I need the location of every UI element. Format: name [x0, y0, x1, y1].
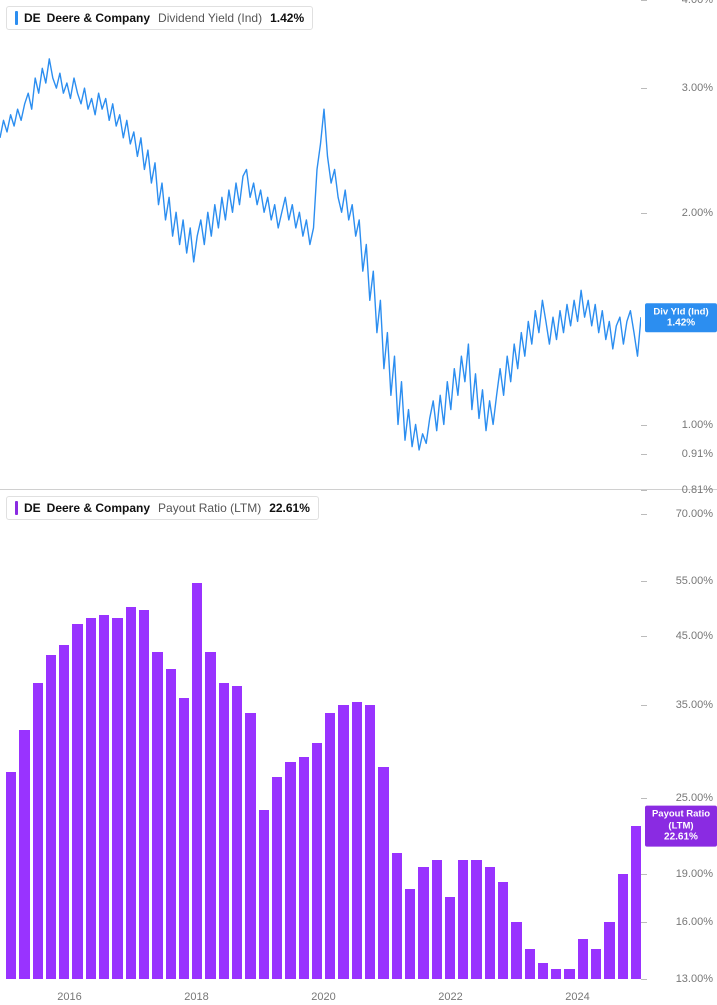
payout-ratio-bar [205, 652, 215, 979]
top-chart-legend: DE Deere & Company Dividend Yield (Ind) … [6, 6, 313, 30]
payout-ratio-bar [365, 705, 375, 979]
ticker-symbol: DE [24, 11, 41, 25]
top-plot-area[interactable] [0, 0, 641, 489]
company-name: Deere & Company [47, 501, 150, 515]
payout-ratio-bar [285, 762, 295, 979]
payout-ratio-chart[interactable]: DE Deere & Company Payout Ratio (LTM) 22… [0, 490, 717, 1005]
y-tick-label: 0.91% [682, 448, 713, 460]
payout-ratio-bar [72, 624, 82, 979]
payout-ratio-bar [604, 922, 614, 979]
company-name: Deere & Company [47, 11, 150, 25]
payout-ratio-bars [6, 514, 641, 979]
x-tick-label: 2024 [565, 991, 589, 1003]
payout-ratio-bar [458, 860, 468, 979]
payout-ratio-bar [618, 874, 628, 979]
payout-ratio-bar [591, 949, 601, 979]
payout-ratio-bar [259, 810, 269, 979]
payout-ratio-bar [325, 713, 335, 979]
dividend-yield-chart[interactable]: DE Deere & Company Dividend Yield (Ind) … [0, 0, 717, 490]
y-tick-label: 25.00% [676, 792, 713, 804]
y-tick-label: 4.00% [682, 0, 713, 6]
payout-ratio-bar [432, 860, 442, 979]
y-tick-label: 70.00% [676, 508, 713, 520]
payout-ratio-bar [59, 645, 69, 979]
payout-ratio-bar [392, 853, 402, 979]
payout-ratio-bar [152, 652, 162, 979]
payout-ratio-bar [352, 702, 362, 979]
current-value: 1.42% [270, 11, 304, 25]
dividend-yield-line [0, 0, 641, 489]
payout-ratio-bar [6, 772, 16, 979]
payout-ratio-bar [485, 867, 495, 979]
y-tick-label: 16.00% [676, 916, 713, 928]
payout-ratio-bar [46, 655, 56, 979]
payout-ratio-bar [33, 683, 43, 979]
x-tick-label: 2022 [438, 991, 462, 1003]
payout-ratio-bar [564, 969, 574, 979]
payout-ratio-bar [378, 767, 388, 979]
bottom-y-axis: 70.00% 55.00% 45.00% 35.00% 25.00% 19.00% 16.0… [641, 490, 717, 1005]
metric-label: Dividend Yield (Ind) [158, 11, 262, 25]
y-tick-label: 19.00% [676, 868, 713, 880]
bottom-chart-legend: DE Deere & Company Payout Ratio (LTM) 22… [6, 496, 319, 520]
payout-ratio-bar [19, 730, 29, 979]
payout-ratio-bar [272, 777, 282, 979]
payout-ratio-bar [166, 669, 176, 979]
y-tick-label: 3.00% [682, 82, 713, 94]
payout-ratio-bar [86, 618, 96, 979]
payout-ratio-bar [471, 860, 481, 979]
payout-ratio-bar [338, 705, 348, 979]
legend-color-tick [15, 11, 18, 25]
ticker-symbol: DE [24, 501, 41, 515]
current-value: 22.61% [269, 501, 310, 515]
payout-ratio-bar [139, 610, 149, 979]
payout-ratio-bar [538, 963, 548, 979]
payout-ratio-bar [299, 757, 309, 979]
payout-ratio-bar [99, 615, 109, 979]
current-value-badge: Payout Ratio (LTM)22.61% [645, 806, 717, 847]
y-tick-label: 55.00% [676, 575, 713, 587]
payout-ratio-bar [232, 686, 242, 979]
current-value-badge: Div Yld (Ind)1.42% [645, 303, 717, 332]
y-tick-label: 35.00% [676, 699, 713, 711]
top-y-axis: 4.00%3.00%2.00%1.00%0.91%0.81%Div Yld (I… [641, 0, 717, 489]
x-axis: 2016 2018 2020 2022 2024 [6, 983, 641, 1005]
payout-ratio-bar [498, 882, 508, 979]
payout-ratio-bar [126, 607, 136, 979]
payout-ratio-bar [631, 826, 641, 979]
payout-ratio-bar [405, 889, 415, 979]
y-tick-label: 1.00% [682, 419, 713, 431]
y-tick-label: 13.00% [676, 973, 713, 985]
payout-ratio-bar [578, 939, 588, 979]
payout-ratio-bar [112, 618, 122, 979]
x-tick-label: 2020 [311, 991, 335, 1003]
payout-ratio-bar [511, 922, 521, 979]
payout-ratio-bar [525, 949, 535, 979]
bottom-plot-area[interactable] [0, 490, 641, 1005]
payout-ratio-bar [179, 698, 189, 979]
y-tick-label: 2.00% [682, 207, 713, 219]
y-tick-label: 45.00% [676, 630, 713, 642]
x-tick-label: 2016 [57, 991, 81, 1003]
payout-ratio-bar [418, 867, 428, 979]
payout-ratio-bar [192, 583, 202, 979]
payout-ratio-bar [219, 683, 229, 979]
x-tick-label: 2018 [184, 991, 208, 1003]
payout-ratio-bar [551, 969, 561, 979]
payout-ratio-bar [245, 713, 255, 979]
payout-ratio-bar [312, 743, 322, 979]
legend-color-tick [15, 501, 18, 515]
metric-label: Payout Ratio (LTM) [158, 501, 261, 515]
payout-ratio-bar [445, 897, 455, 979]
